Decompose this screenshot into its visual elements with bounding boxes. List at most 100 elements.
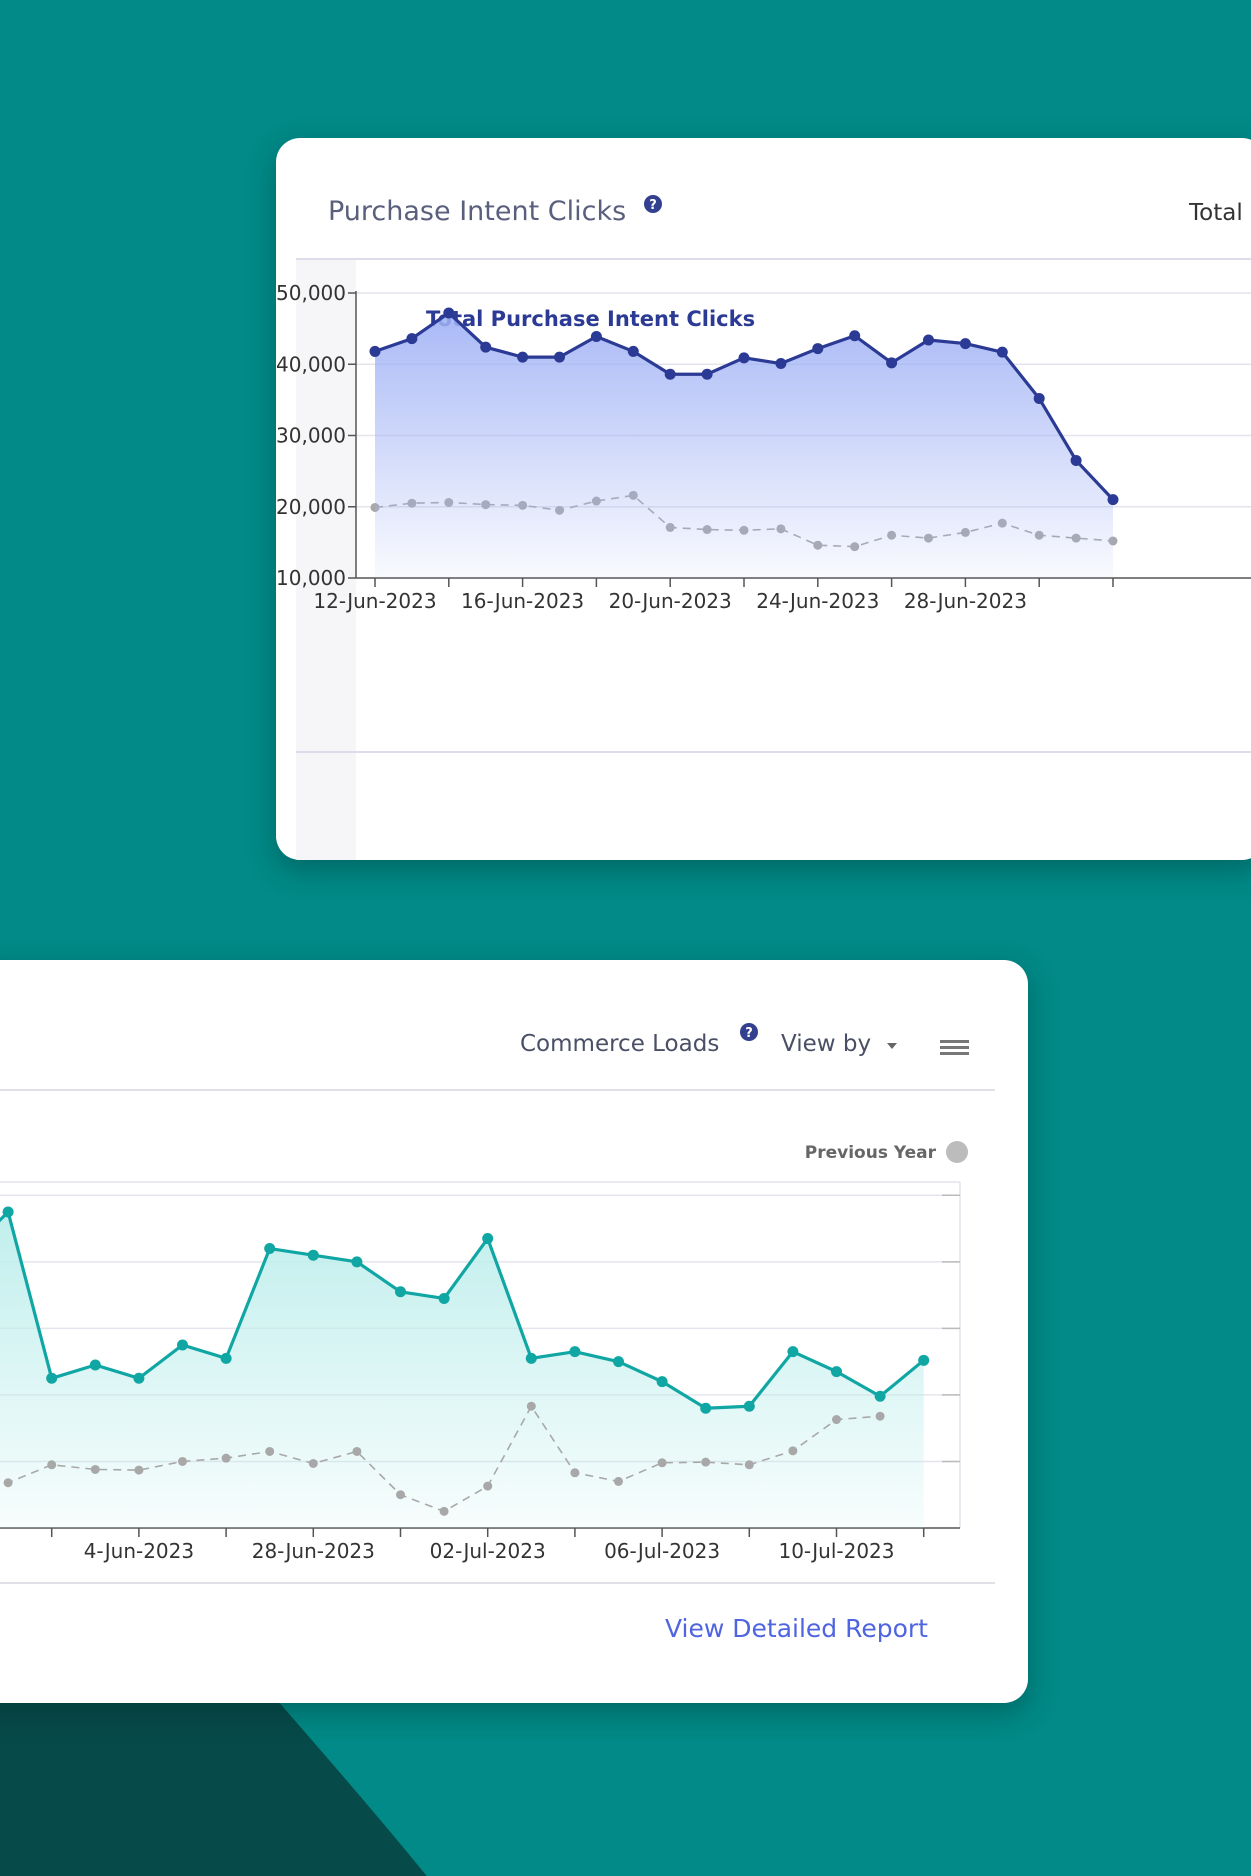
- total-clicks-point: [886, 357, 898, 369]
- previous-year-point: [221, 1453, 231, 1463]
- x-tick-label: 28-Jun-2023: [252, 1539, 375, 1563]
- y-tick-label: 30,000: [276, 424, 346, 448]
- view-detailed-report-link[interactable]: View Detailed Report: [665, 1614, 928, 1643]
- legend-marker-previous-year[interactable]: [946, 1141, 968, 1163]
- commerce-loads-point: [482, 1233, 494, 1245]
- x-tick-label: 20-Jun-2023: [609, 589, 732, 613]
- commerce-loads-point: [700, 1402, 712, 1414]
- x-tick-label: 16-Jun-2023: [461, 589, 584, 613]
- previous-year-point: [614, 1476, 623, 1486]
- commerce-loads-point: [133, 1372, 145, 1384]
- total-clicks-point: [590, 330, 602, 342]
- total-clicks-point: [849, 330, 861, 342]
- total-clicks-point: [738, 352, 750, 364]
- commerce-loads-point: [438, 1292, 450, 1304]
- total-clicks-point: [1033, 392, 1045, 404]
- x-tick-label: 4-Jun-2023: [84, 1539, 194, 1563]
- commerce-loads-point: [525, 1352, 537, 1364]
- previous-year-point: [265, 1446, 275, 1456]
- total-clicks-point: [1107, 494, 1119, 506]
- commerce-loads-area: [0, 1211, 924, 1528]
- previous-year-point: [352, 1446, 362, 1456]
- x-tick-label: 24-Jun-2023: [756, 589, 879, 613]
- header-total-label: Total: [1188, 200, 1243, 226]
- previous-year-point: [832, 1415, 841, 1425]
- commerce-loads-point: [569, 1346, 581, 1358]
- commerce-loads-point: [874, 1390, 886, 1402]
- svg-text:?: ?: [745, 1026, 753, 1041]
- commerce-loads-card: Commerce Loads ? View by Previous Year 4…: [0, 960, 1028, 1703]
- previous-year-point: [875, 1411, 885, 1421]
- previous-year-point: [570, 1468, 580, 1478]
- commerce-loads-point: [220, 1352, 232, 1364]
- commerce-loads-point: [2, 1206, 14, 1218]
- total-clicks-point: [554, 351, 565, 363]
- y-tick-label: 40,000: [276, 352, 346, 376]
- total-clicks-point: [959, 338, 971, 350]
- commerce-loads-chart: 4-Jun-2023 28-Jun-2023 02-Jul-2023 06-Jul-2…: [0, 1181, 961, 1563]
- previous-year-point: [526, 1401, 536, 1411]
- commerce-loads-point: [89, 1359, 101, 1371]
- previous-year-point: [483, 1481, 493, 1491]
- card-title: Purchase Intent Clicks: [328, 196, 626, 227]
- hamburger-menu-icon[interactable]: [940, 1040, 969, 1055]
- dark-wave-shape: [0, 1372, 427, 1876]
- chart-title: Total Purchase Intent Clicks: [426, 307, 755, 331]
- total-clicks-point: [664, 368, 676, 380]
- total-clicks-point: [996, 346, 1008, 358]
- commerce-loads-point: [351, 1256, 363, 1268]
- previous-year-point: [47, 1460, 57, 1470]
- help-icon[interactable]: ?: [644, 195, 662, 213]
- total-clicks-point: [701, 368, 713, 380]
- previous-year-line: [0, 1405, 881, 1513]
- previous-year-point: [396, 1490, 405, 1500]
- total-clicks-point: [812, 343, 824, 355]
- total-clicks-point: [517, 351, 529, 363]
- svg-text:?: ?: [649, 198, 657, 213]
- x-tick-label: 28-Jun-2023: [904, 589, 1027, 613]
- previous-year-point: [90, 1464, 100, 1474]
- commerce-loads-point: [395, 1286, 406, 1298]
- y-tick-label: 20,000: [276, 495, 346, 519]
- previous-year-point: [439, 1506, 449, 1516]
- total-clicks-point: [480, 341, 492, 353]
- commerce-loads-point: [613, 1356, 624, 1368]
- y-tick-label: 10,000: [276, 566, 346, 590]
- purchase-intent-chart: 10,000 20,000 30,000 40,000 50,000 12-Jun-202…: [276, 281, 1251, 613]
- commerce-loads-point: [656, 1376, 668, 1388]
- purchase-intent-clicks-card: Purchase Intent Clicks ? Total Total Pur…: [276, 138, 1251, 860]
- previous-year-point: [178, 1456, 187, 1466]
- commerce-loads-point: [307, 1249, 319, 1261]
- previous-year-point: [134, 1465, 144, 1475]
- total-clicks-point: [443, 307, 455, 319]
- commerce-loads-point: [918, 1354, 930, 1366]
- previous-year-point: [657, 1458, 667, 1468]
- commerce-loads-point: [264, 1243, 276, 1255]
- total-clicks-point: [369, 345, 381, 357]
- previous-year-point: [744, 1460, 754, 1470]
- x-tick-label: 10-Jul-2023: [778, 1539, 894, 1563]
- x-tick-label: 12-Jun-2023: [313, 589, 436, 613]
- header-title: Commerce Loads: [520, 1031, 719, 1057]
- help-icon[interactable]: ?: [740, 1023, 758, 1041]
- commerce-loads-point: [787, 1346, 799, 1358]
- previous-year-point: [788, 1446, 798, 1456]
- view-by-dropdown[interactable]: View by: [781, 1031, 871, 1057]
- total-clicks-point: [1070, 454, 1082, 466]
- previous-year-point: [308, 1458, 318, 1468]
- x-tick-label: 06-Jul-2023: [604, 1539, 720, 1563]
- total-clicks-point: [923, 334, 934, 346]
- total-clicks-point: [627, 345, 639, 357]
- y-tick-label: 50,000: [276, 281, 346, 305]
- commerce-loads-point: [46, 1372, 58, 1384]
- legend-label[interactable]: Previous Year: [805, 1143, 937, 1163]
- chart-panel-shade: [296, 260, 356, 860]
- previous-year-point: [3, 1478, 13, 1488]
- total-clicks-point: [775, 358, 787, 370]
- caret-down-icon[interactable]: [887, 1043, 897, 1049]
- total-clicks-area: [375, 312, 1113, 578]
- x-tick-label: 02-Jul-2023: [430, 1539, 546, 1563]
- previous-year-point: [701, 1457, 711, 1467]
- commerce-loads-point: [831, 1366, 842, 1378]
